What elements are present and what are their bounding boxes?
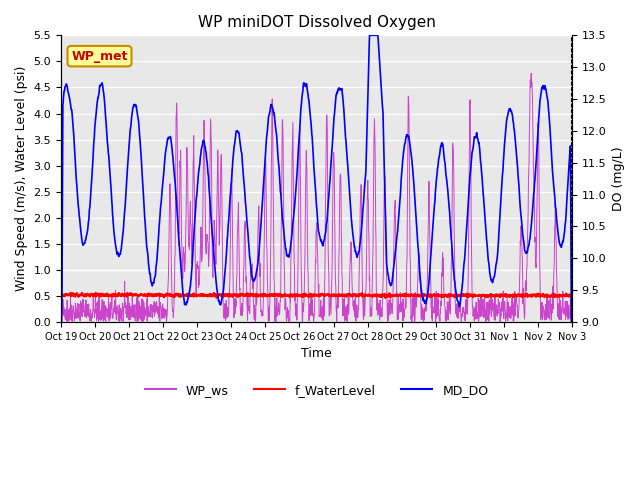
Text: WP_met: WP_met: [71, 49, 128, 63]
Title: WP miniDOT Dissolved Oxygen: WP miniDOT Dissolved Oxygen: [198, 15, 435, 30]
Legend: WP_ws, f_WaterLevel, MD_DO: WP_ws, f_WaterLevel, MD_DO: [140, 379, 493, 402]
Y-axis label: DO (mg/L): DO (mg/L): [612, 146, 625, 211]
X-axis label: Time: Time: [301, 347, 332, 360]
Y-axis label: Wind Speed (m/s), Water Level (psi): Wind Speed (m/s), Water Level (psi): [15, 66, 28, 291]
